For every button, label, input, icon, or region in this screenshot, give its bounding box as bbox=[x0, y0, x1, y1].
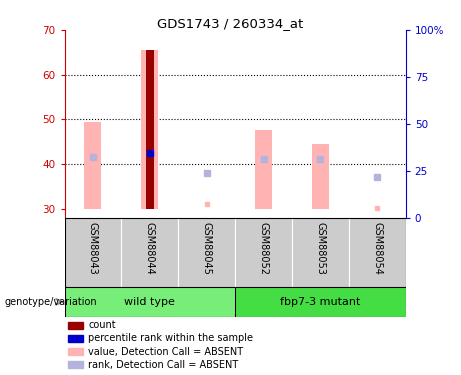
Bar bbox=[255, 130, 272, 209]
Text: percentile rank within the sample: percentile rank within the sample bbox=[89, 333, 254, 344]
Text: count: count bbox=[89, 320, 116, 330]
Bar bbox=[312, 144, 329, 208]
Bar bbox=[68, 348, 83, 355]
Text: GSM88043: GSM88043 bbox=[88, 222, 98, 275]
Bar bbox=[65, 287, 235, 317]
Bar bbox=[68, 335, 83, 342]
Text: GSM88053: GSM88053 bbox=[315, 222, 325, 275]
Text: value, Detection Call = ABSENT: value, Detection Call = ABSENT bbox=[89, 346, 243, 357]
Bar bbox=[235, 287, 406, 317]
Bar bbox=[178, 217, 235, 287]
Text: GDS1743 / 260334_at: GDS1743 / 260334_at bbox=[157, 17, 304, 30]
Text: rank, Detection Call = ABSENT: rank, Detection Call = ABSENT bbox=[89, 360, 239, 370]
Bar bbox=[146, 50, 154, 209]
Text: fbp7-3 mutant: fbp7-3 mutant bbox=[280, 297, 361, 307]
Text: wild type: wild type bbox=[124, 297, 175, 307]
Text: GSM88054: GSM88054 bbox=[372, 222, 382, 275]
Bar bbox=[68, 361, 83, 368]
Text: GSM88052: GSM88052 bbox=[259, 222, 269, 275]
Bar bbox=[121, 217, 178, 287]
Text: GSM88045: GSM88045 bbox=[201, 222, 212, 275]
Bar bbox=[292, 217, 349, 287]
Text: GSM88044: GSM88044 bbox=[145, 222, 155, 275]
Bar bbox=[349, 217, 406, 287]
Text: genotype/variation: genotype/variation bbox=[5, 297, 97, 307]
Bar bbox=[142, 50, 159, 209]
Bar bbox=[68, 322, 83, 329]
Bar bbox=[65, 217, 121, 287]
Bar bbox=[235, 217, 292, 287]
Bar bbox=[84, 122, 101, 208]
